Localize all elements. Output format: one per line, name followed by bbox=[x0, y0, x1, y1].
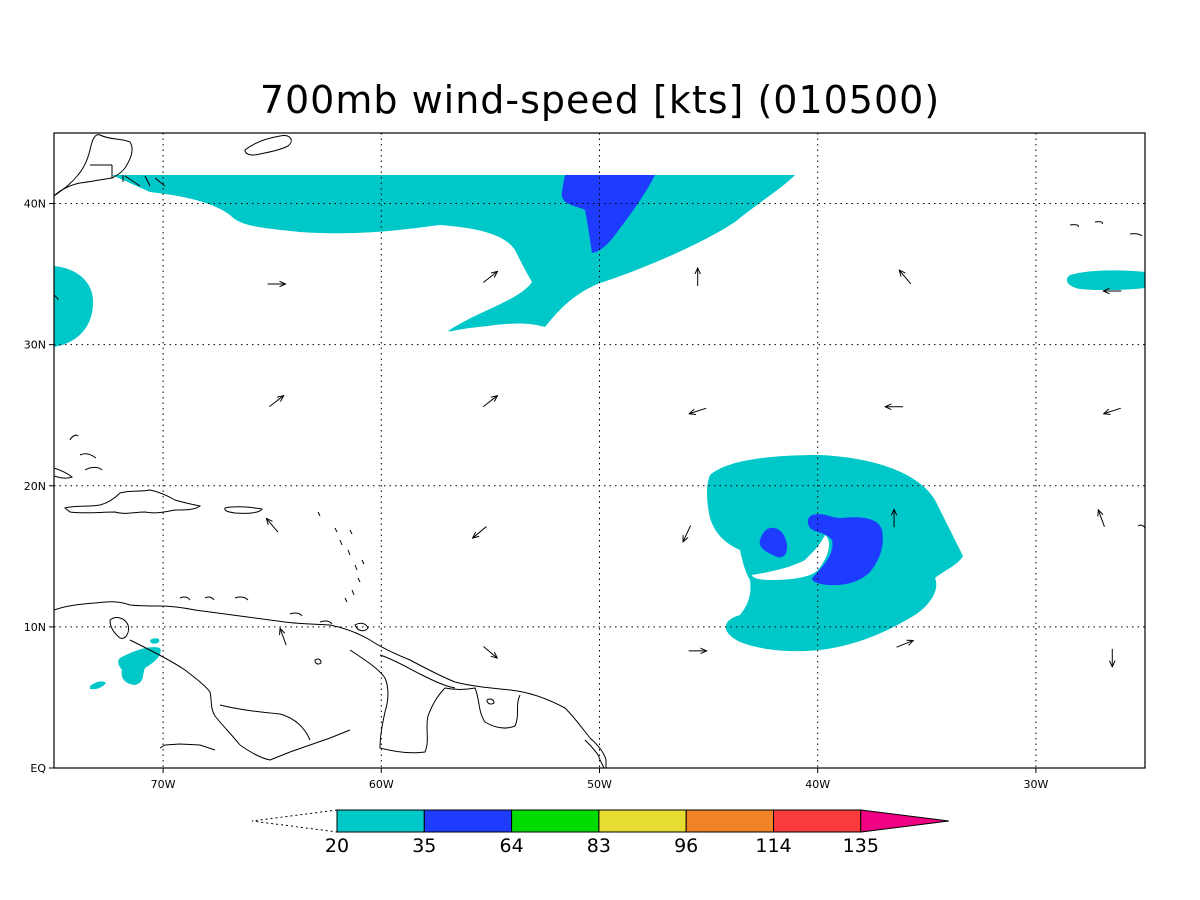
wind-vector-arrow bbox=[1098, 510, 1105, 527]
wind-vector-arrow bbox=[683, 525, 692, 542]
colorbar-level-label: 135 bbox=[843, 835, 879, 857]
wind-vector-arrow bbox=[473, 526, 487, 539]
coastline-azores bbox=[1069, 221, 1143, 237]
graticule bbox=[54, 133, 1145, 768]
coastline-cape-verde bbox=[1137, 524, 1145, 530]
coastline-small-island-2 bbox=[314, 658, 322, 665]
lat-tick-label: 30N bbox=[24, 339, 46, 352]
shade-20-35-caribbean-dot bbox=[150, 638, 160, 644]
border-venezuela-colombia bbox=[129, 639, 351, 761]
wind-vector-arrow bbox=[483, 271, 497, 283]
colorbar: 20 35 64 83 96 114 135 bbox=[251, 809, 949, 857]
shade-20-35-east bbox=[1066, 270, 1145, 291]
colorbar-level-label: 35 bbox=[412, 835, 436, 857]
colorbar-segment bbox=[685, 809, 775, 833]
coastline-north-america bbox=[54, 134, 133, 197]
map-title: 700mb wind-speed [kts] (010500) bbox=[259, 78, 941, 122]
coastlines bbox=[54, 134, 1145, 768]
shade-20-35-north-jet bbox=[112, 175, 795, 332]
colorbar-level-label: 64 bbox=[500, 835, 524, 857]
wind-speed-shading bbox=[54, 175, 1145, 690]
shade-20-35-caribbean-small bbox=[90, 681, 106, 690]
border-suriname bbox=[444, 687, 521, 729]
coastline-puerto-rico bbox=[224, 506, 263, 514]
lat-tick-label: 40N bbox=[24, 198, 46, 211]
border-venezuela-south bbox=[219, 704, 311, 741]
wind-vector-arrow bbox=[899, 270, 912, 285]
lon-tick-label: 30W bbox=[1023, 778, 1048, 791]
lat-tick-label: 20N bbox=[24, 480, 46, 493]
coastline-trinidad bbox=[354, 622, 369, 632]
lat-tick-label: EQ bbox=[30, 762, 46, 775]
wind-vector-arrow bbox=[483, 646, 498, 659]
wind-vector-arrow bbox=[689, 407, 707, 414]
lon-tick-label: 50W bbox=[587, 778, 612, 791]
coastline-newfoundland bbox=[244, 135, 292, 156]
colorbar-segment bbox=[336, 809, 425, 833]
lon-tick-label: 70W bbox=[151, 778, 176, 791]
colorbar-level-label: 114 bbox=[755, 835, 791, 857]
axis-labels: 70W 60W 50W 40W 30W EQ 10N 20N 30N 40N bbox=[24, 198, 1049, 791]
border-guyana bbox=[349, 649, 446, 754]
coastline-small-island-1 bbox=[486, 698, 495, 705]
shade-35-64-north-jet bbox=[561, 175, 655, 253]
colorbar-level-label: 20 bbox=[325, 835, 349, 857]
border-us-canada bbox=[90, 164, 166, 187]
wind-vector-arrow bbox=[1104, 407, 1121, 414]
colorbar-segment bbox=[773, 809, 862, 833]
coastline-abc-islands bbox=[179, 596, 333, 625]
lon-tick-label: 60W bbox=[369, 778, 394, 791]
coastline-lake-maracaibo bbox=[109, 617, 129, 639]
wind-vector-arrow bbox=[266, 518, 279, 533]
colorbar-above-triangle bbox=[860, 809, 949, 833]
wind-vectors bbox=[266, 268, 1122, 667]
shade-35-64-cyclone-west bbox=[759, 527, 788, 558]
lon-tick-label: 40W bbox=[805, 778, 830, 791]
coastline-bahamas bbox=[69, 434, 103, 471]
coastline-venezuela-south-border bbox=[159, 743, 216, 751]
shade-20-35-caribbean bbox=[118, 647, 161, 685]
lat-tick-label: 10N bbox=[24, 621, 46, 634]
coastline-south-america bbox=[54, 601, 607, 768]
coastline-lesser-antilles bbox=[317, 511, 365, 603]
wind-vector-arrow bbox=[280, 628, 287, 646]
shade-20-35-west bbox=[54, 266, 94, 347]
colorbar-segment bbox=[598, 809, 687, 833]
coastline-venezuela-east bbox=[379, 654, 456, 689]
coastline-cuba bbox=[54, 467, 73, 479]
colorbar-level-label: 83 bbox=[587, 835, 611, 857]
colorbar-level-label: 96 bbox=[674, 835, 698, 857]
colorbar-below-triangle bbox=[251, 809, 338, 833]
wind-vector-arrow bbox=[483, 396, 497, 408]
coastline-northeast-brazil bbox=[584, 739, 605, 768]
colorbar-segment bbox=[511, 809, 600, 833]
colorbar-segment bbox=[423, 809, 513, 833]
coastline-hispaniola bbox=[63, 489, 202, 514]
wind-vector-arrow bbox=[896, 640, 914, 648]
shade-35-64-cyclone-east bbox=[807, 514, 883, 586]
wind-vector-arrow bbox=[269, 396, 283, 408]
